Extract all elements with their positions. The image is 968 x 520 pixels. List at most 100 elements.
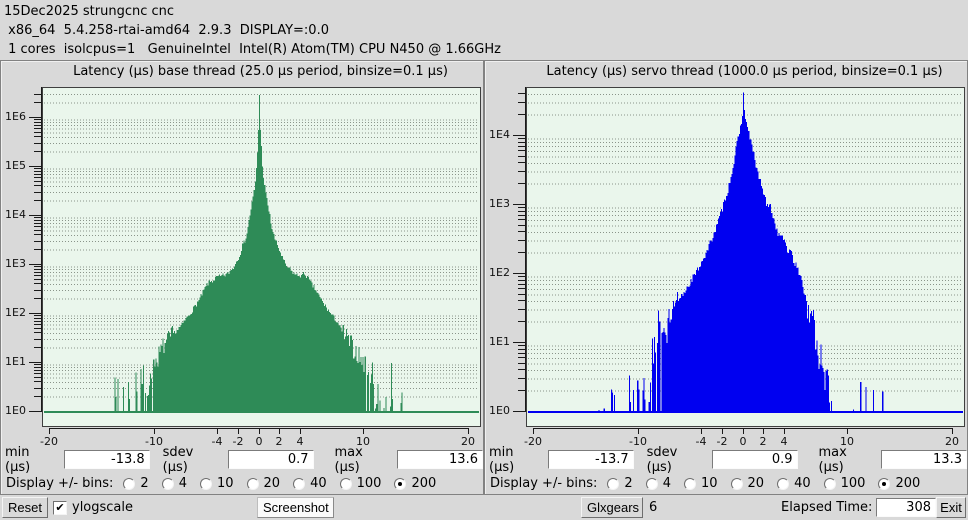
y-minor-tick (34, 192, 41, 193)
y-minor-tick (34, 220, 41, 221)
y-minor-tick (518, 349, 525, 350)
x-axis-base: -20 -10 -4 -2 0 2 4 10 20 (40, 427, 479, 449)
radio-indicator-icon[interactable] (823, 477, 836, 490)
bins-radio-label: 10 (216, 476, 234, 491)
glxgears-count: 6 (649, 500, 658, 515)
min-entry[interactable]: -13.8 (63, 450, 150, 469)
x-tick (763, 428, 764, 434)
radio-indicator-icon[interactable] (730, 477, 743, 490)
y-minor-tick (34, 94, 41, 95)
y-minor-tick (518, 211, 525, 212)
y-minor-tick (518, 280, 525, 281)
bins-radio-label: 2 (624, 476, 633, 491)
radio-indicator-icon[interactable] (777, 477, 790, 490)
servo-thread-plot-title: Latency (µs) servo thread (1000.0 µs per… (546, 64, 943, 79)
x-tick-label: 0 (739, 435, 747, 448)
y-minor-tick (34, 324, 41, 325)
radio-indicator-icon[interactable] (339, 477, 352, 490)
y-minor-tick (518, 183, 525, 184)
bins-radio-100[interactable]: 100 (339, 476, 381, 491)
y-minor-tick (34, 298, 41, 299)
y-minor-tick (34, 332, 41, 333)
reset-button[interactable]: Reset (2, 497, 48, 518)
y-minor-tick (34, 171, 41, 172)
display-bins-label: Display +/- bins: (490, 476, 598, 491)
bins-radio-4[interactable]: 4 (645, 476, 671, 491)
bins-radio-40[interactable]: 40 (777, 476, 811, 491)
y-minor-tick (34, 318, 41, 319)
radio-indicator-icon[interactable] (878, 477, 891, 490)
y-minor-tick (518, 300, 525, 301)
screenshot-button[interactable]: Screenshot (257, 497, 334, 518)
bins-radio-20[interactable]: 20 (730, 476, 765, 491)
y-minor-tick (518, 156, 525, 157)
ylogscale-checkbox[interactable]: ✔ (53, 501, 67, 515)
bins-radio-200[interactable]: 200 (394, 476, 436, 491)
y-tick-label: 1E6 (5, 110, 26, 123)
x-tick (533, 428, 534, 434)
y-minor-tick (518, 276, 525, 277)
y-minor-tick (518, 321, 525, 322)
radio-indicator-icon[interactable] (123, 477, 136, 490)
bins-radio-label: 2 (140, 476, 149, 491)
y-minor-tick (34, 230, 41, 231)
y-minor-tick (34, 151, 41, 152)
elapsed-time-entry[interactable]: 308 (876, 498, 936, 517)
max-entry[interactable]: 13.6 (397, 450, 483, 469)
y-axis-servo: 1E0 1E1 1E2 1E3 1E4 (485, 87, 526, 425)
servo-thread-histogram-svg (527, 88, 964, 426)
bins-radio-100[interactable]: 100 (823, 476, 865, 491)
y-minor-tick (34, 266, 41, 267)
y-minor-tick (34, 177, 41, 178)
y-minor-tick (518, 231, 525, 232)
y-minor-tick (518, 345, 525, 346)
y-minor-tick (518, 207, 525, 208)
y-minor-tick (34, 321, 41, 322)
y-major-tick (29, 215, 41, 216)
radio-indicator-icon[interactable] (607, 477, 620, 490)
radio-indicator-icon[interactable] (293, 477, 306, 490)
x-tick (952, 428, 953, 434)
y-minor-tick (34, 290, 41, 291)
radio-indicator-icon[interactable] (394, 477, 407, 490)
exit-button[interactable]: Exit (936, 497, 966, 518)
y-minor-tick (518, 284, 525, 285)
bins-radio-200[interactable]: 200 (878, 476, 920, 491)
y-tick-label: 1E0 (5, 404, 26, 417)
glxgears-button[interactable]: Glxgears (581, 497, 643, 518)
min-entry[interactable]: -13.7 (547, 450, 634, 469)
bins-radio-2[interactable]: 2 (607, 476, 633, 491)
x-tick-label: 20 (945, 435, 959, 448)
radio-indicator-icon[interactable] (246, 477, 259, 490)
bins-radio-group: 2 4 10 20 40 100 200 (607, 476, 933, 491)
radio-indicator-icon[interactable] (683, 477, 696, 490)
histogram-bars (527, 92, 964, 412)
y-minor-tick (34, 125, 41, 126)
radio-indicator-icon[interactable] (161, 477, 174, 490)
bins-radio-40[interactable]: 40 (293, 476, 327, 491)
x-tick (743, 428, 744, 434)
bins-radio-10[interactable]: 10 (683, 476, 718, 491)
y-minor-tick (34, 217, 41, 218)
sdev-entry[interactable]: 0.7 (227, 450, 314, 469)
max-label: max (µs) (334, 444, 363, 475)
bins-radio-4[interactable]: 4 (161, 476, 187, 491)
servo-thread-panel: Latency (µs) servo thread (1000.0 µs per… (484, 60, 968, 495)
bins-radio-10[interactable]: 10 (199, 476, 234, 491)
bins-radio-2[interactable]: 2 (123, 476, 149, 491)
footer-bar: Reset ✔ ylogscale Screenshot Glxgears 6 … (0, 496, 968, 520)
y-minor-tick (518, 162, 525, 163)
y-minor-tick (34, 367, 41, 368)
y-axis-line (525, 87, 526, 412)
base-thread-stats-row: min (µs) -13.8 sdev (µs) 0.7 max (µs) 13… (1, 445, 483, 475)
bins-radio-label: 20 (747, 476, 765, 491)
x-tick-label: -2 (716, 435, 728, 448)
sdev-entry[interactable]: 0.9 (711, 450, 798, 469)
y-minor-tick (518, 114, 525, 115)
bins-radio-20[interactable]: 20 (246, 476, 280, 491)
radio-indicator-icon[interactable] (199, 477, 212, 490)
radio-indicator-icon[interactable] (645, 477, 658, 490)
min-label: min (µs) (5, 444, 31, 475)
y-minor-tick (518, 378, 525, 379)
max-entry[interactable]: 13.3 (881, 450, 967, 469)
